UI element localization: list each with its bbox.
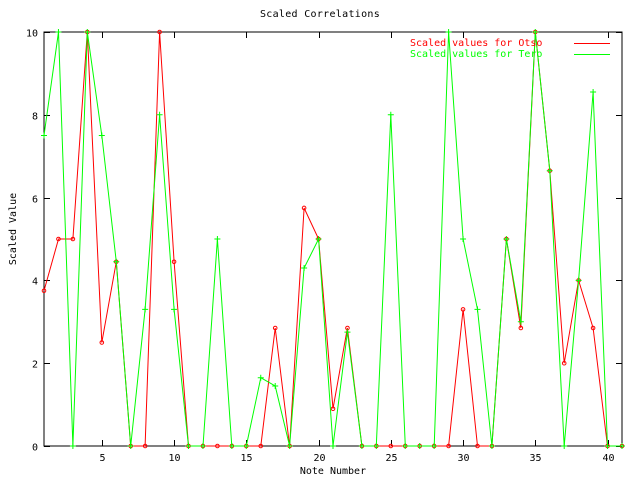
data-point [474, 306, 481, 313]
x-tick-label: 15 [240, 453, 252, 464]
x-axis-label: Note Number [299, 466, 367, 477]
data-point [142, 443, 148, 449]
data-point [127, 443, 134, 449]
data-point [475, 443, 480, 449]
data-point [503, 236, 510, 242]
y-tick-label: 10 [26, 29, 38, 40]
data-point [460, 236, 467, 242]
data-point [171, 306, 178, 313]
plot-frame [43, 31, 623, 447]
data-point [98, 132, 105, 139]
x-tick-label: 10 [168, 453, 180, 464]
y-tick-label: 0 [32, 443, 38, 454]
data-point [257, 374, 264, 381]
series-line-1 [43, 31, 622, 447]
x-tick-label: 20 [313, 453, 325, 464]
data-point [590, 325, 596, 331]
data-point [157, 29, 162, 35]
data-point [142, 306, 149, 313]
data-point [199, 443, 206, 449]
data-point [358, 443, 365, 449]
data-point [185, 443, 192, 449]
data-point [171, 259, 177, 265]
y-tick-label: 6 [32, 195, 38, 206]
data-point [445, 29, 452, 35]
data-point [301, 205, 307, 211]
data-point [228, 443, 235, 449]
data-point [214, 236, 221, 242]
data-point [619, 443, 625, 449]
legend-entry-otso: Scaled values for Otso [410, 38, 630, 49]
legend-swatch-otso [574, 42, 610, 44]
data-point [446, 443, 451, 449]
chart-title: Scaled Correlations [259, 9, 381, 20]
data-point [532, 29, 539, 35]
y-tick-label: 2 [32, 360, 38, 371]
data-point [84, 29, 91, 35]
data-point [344, 329, 351, 336]
y-axis-label: Scaled Value [7, 192, 19, 266]
legend-label-tero: Scaled values for Tero [410, 49, 543, 60]
legend: Scaled values for Otso Scaled values for… [410, 38, 630, 60]
data-point [41, 288, 47, 294]
data-point [546, 167, 553, 174]
data-point [301, 264, 308, 271]
x-tick-label: 35 [529, 453, 541, 464]
data-point [315, 236, 322, 242]
series-line-0 [43, 31, 622, 447]
legend-label-otso: Scaled values for Otso [410, 38, 543, 49]
data-point [41, 132, 47, 139]
x-tick-label: 40 [602, 453, 614, 464]
data-point [518, 325, 524, 331]
data-point [272, 325, 278, 331]
data-point [69, 443, 76, 449]
data-point [286, 443, 293, 449]
x-tick-label: 5 [99, 453, 105, 464]
data-point [387, 111, 394, 118]
y-tick-label: 8 [32, 112, 38, 123]
data-point [416, 443, 423, 449]
data-point [243, 443, 250, 449]
data-point [99, 340, 105, 345]
data-point [215, 443, 220, 449]
data-point [330, 443, 336, 449]
data-point [517, 318, 524, 325]
legend-swatch-tero [574, 53, 610, 55]
x-tick-label: 30 [457, 453, 469, 464]
data-point [156, 111, 163, 118]
data-point [373, 443, 380, 449]
data-point [402, 443, 409, 449]
data-point [431, 443, 438, 449]
data-point [561, 443, 568, 449]
data-point [272, 382, 279, 389]
data-point [561, 360, 567, 366]
data-point [330, 406, 336, 412]
data-point [604, 443, 611, 449]
data-point [575, 277, 582, 284]
y-tick-label: 4 [32, 277, 38, 288]
data-point [590, 89, 597, 96]
data-point [56, 236, 61, 242]
data-point [258, 443, 264, 449]
data-point [113, 258, 120, 265]
x-tick-label: 25 [385, 453, 397, 464]
data-point [55, 29, 62, 35]
legend-entry-tero: Scaled values for Tero [410, 49, 630, 60]
data-point [70, 236, 76, 242]
data-point [488, 443, 495, 449]
data-point [388, 443, 394, 449]
data-point [460, 307, 466, 312]
